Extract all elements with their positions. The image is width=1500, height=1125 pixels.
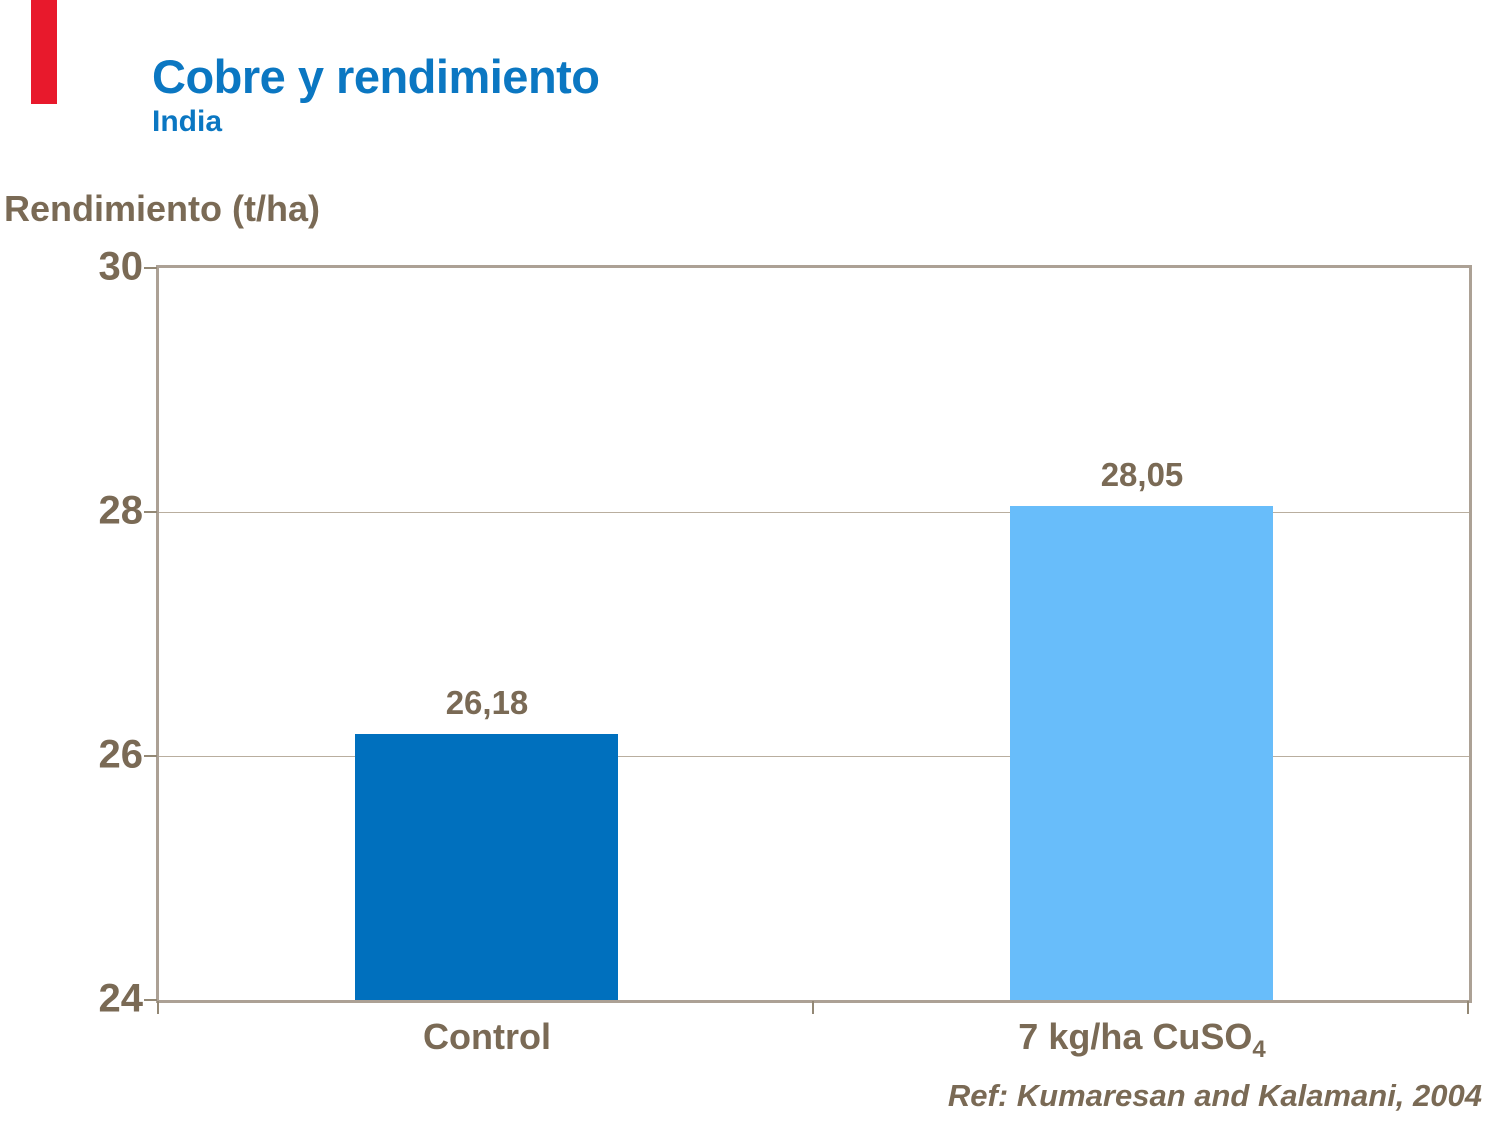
category-label: Control — [423, 1016, 551, 1057]
y-tick-mark-24 — [144, 999, 157, 1001]
y-axis-title: Rendimiento (t/ha) — [4, 188, 320, 229]
title-block: Cobre y rendimiento India — [152, 50, 600, 138]
gridline-28 — [159, 512, 1469, 513]
y-tick-mark-28 — [144, 511, 157, 513]
y-tick-label-30: 30 — [98, 244, 144, 289]
reference-text: Ref: Kumaresan and Kalamani, 2004 — [947, 1078, 1482, 1113]
x-tick-mark-0 — [157, 1001, 159, 1014]
category-subscript: 4 — [1252, 1036, 1266, 1064]
plot-area — [156, 265, 1472, 1003]
bar-value-label: 28,05 — [1100, 456, 1184, 493]
y-tick-label-24: 24 — [98, 976, 144, 1021]
x-tick-mark-2 — [1467, 1001, 1469, 1014]
y-tick-mark-30 — [144, 267, 157, 269]
x-tick-mark-1 — [812, 1001, 814, 1014]
bar-7-kg-ha-cuso4 — [1010, 506, 1273, 1000]
y-tick-label-26: 26 — [98, 732, 144, 777]
bar-control — [355, 734, 618, 1000]
category-label: 7 kg/ha CuSO4 — [1018, 1016, 1266, 1064]
slide-title: Cobre y rendimiento — [152, 50, 600, 103]
y-tick-label-28: 28 — [98, 488, 144, 533]
y-tick-mark-26 — [144, 755, 157, 757]
gridline-26 — [159, 756, 1469, 757]
slide-subtitle: India — [152, 104, 223, 138]
bar-value-label: 26,18 — [445, 684, 529, 721]
red-accent-bar — [31, 0, 57, 104]
